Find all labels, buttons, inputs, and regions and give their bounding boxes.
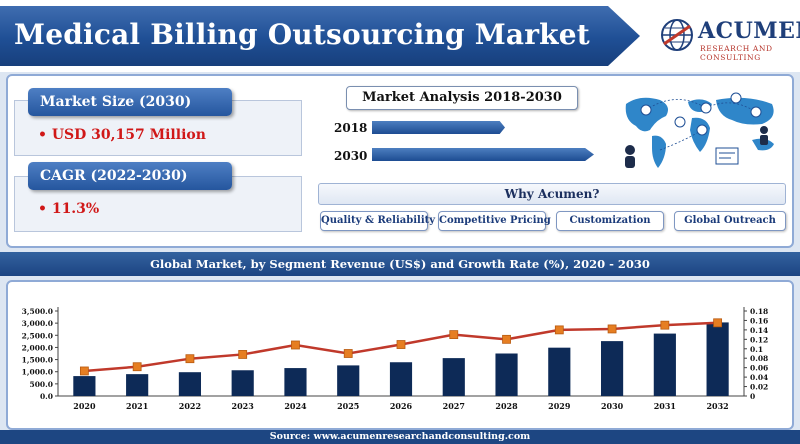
y-left-tick-label: 2,500.0 (22, 331, 53, 340)
growth-point-2028 (502, 334, 511, 344)
bar-2022 (178, 372, 202, 396)
year-2030-arrow (372, 148, 594, 161)
globe-logo-icon (661, 19, 693, 51)
y-left-tick-label: 0.0 (40, 392, 53, 401)
y-left-tick-label: 1,000.0 (22, 368, 53, 377)
growth-point-2025 (343, 349, 353, 358)
global-outreach-button[interactable]: Global Outreach (674, 211, 786, 231)
growth-point-2027 (449, 330, 459, 340)
year-2030-label: 2030 (334, 149, 368, 163)
growth-point-2020 (79, 366, 89, 376)
competitive-pricing-button[interactable]: Competitive Pricing (438, 211, 551, 231)
y-right-tick-label: 0.1 (750, 345, 763, 354)
quality-reliability-button[interactable]: Quality & Reliability (320, 211, 435, 231)
x-tick-label: 2024 (284, 401, 307, 411)
y-right-tick-label: 0.02 (750, 383, 768, 392)
market-size-label: Market Size (2030) (28, 88, 232, 116)
x-tick-label: 2032 (706, 401, 728, 411)
bar-2031 (653, 333, 676, 396)
bar-2025 (337, 365, 360, 396)
y-right-tick-label: 0.14 (750, 326, 768, 335)
title-banner (0, 6, 640, 66)
y-right-tick-label: 0.08 (750, 354, 768, 363)
y-right-tick-label: 0.16 (750, 316, 768, 325)
logo-wordmark: ACUMEN (698, 18, 800, 44)
x-tick-label: 2026 (390, 401, 413, 411)
bar-2027 (442, 358, 465, 396)
growth-point-2023 (238, 350, 248, 359)
x-tick-label: 2029 (548, 401, 571, 411)
growth-point-2026 (396, 340, 406, 349)
y-right-tick-label: 0 (750, 392, 755, 401)
year-2018-label: 2018 (334, 121, 368, 135)
y-right-tick-label: 0.06 (750, 364, 768, 373)
bar-2026 (389, 362, 413, 396)
page-title: Medical Billing Outsourcing Market (14, 18, 590, 51)
x-tick-label: 2027 (443, 401, 465, 411)
growth-point-2029 (554, 325, 564, 335)
market-analysis-title: Market Analysis 2018-2030 (346, 86, 578, 110)
x-tick-label: 2022 (179, 401, 201, 411)
growth-point-2024 (291, 340, 300, 350)
revenue-growth-chart: 0.0 500.0 1,000.0 1,500.0 2,000.0 2,500.0 3,00… (22, 307, 768, 411)
bar-2024 (284, 368, 307, 396)
y-left-tick-label: 3,500.0 (22, 307, 53, 316)
x-tick-label: 2020 (73, 401, 96, 411)
growth-point-2021 (132, 362, 142, 372)
growth-point-2030 (607, 324, 617, 334)
x-tick-label: 2030 (601, 401, 624, 411)
x-tick-label: 2023 (232, 401, 255, 411)
bar-2028 (495, 353, 518, 396)
year-2018-arrow (372, 121, 505, 134)
x-tick-label: 2031 (654, 401, 676, 411)
bar-2023 (231, 370, 254, 396)
why-acumen-bar: Why Acumen? (318, 183, 786, 205)
y-right-tick-label: 0.12 (750, 335, 768, 344)
chart-title: Global Market, by Segment Revenue (US$) … (0, 252, 800, 276)
y-left-tick-label: 1,500.0 (22, 356, 53, 365)
market-size-value: • USD 30,157 Million (38, 127, 206, 143)
bar-2032 (706, 322, 729, 396)
cagr-value: • 11.3% (38, 201, 100, 217)
x-tick-label: 2028 (495, 401, 518, 411)
y-right-tick-label: 0.04 (750, 373, 768, 382)
bar-2029 (548, 347, 571, 396)
bar-2030 (600, 341, 624, 396)
y-right-tick-label: 0.18 (750, 307, 768, 316)
logo-tagline: RESEARCH AND CONSULTING (700, 44, 773, 62)
cagr-label: CAGR (2022-2030) (28, 162, 232, 190)
x-tick-label: 2025 (337, 401, 359, 411)
world-map-illustration (625, 92, 774, 168)
y-left-tick-label: 3,000.0 (22, 319, 53, 328)
x-tick-label: 2021 (126, 401, 148, 411)
growth-point-2031 (660, 320, 670, 330)
bar-2021 (126, 374, 149, 396)
source-footer: Source: www.acumenresearchandconsulting.… (0, 430, 800, 444)
bar-2020 (73, 376, 96, 396)
growth-point-2032 (713, 318, 723, 328)
customization-button[interactable]: Customization (556, 211, 664, 231)
y-left-tick-label: 2,000.0 (22, 343, 53, 352)
y-left-tick-label: 500.0 (30, 380, 54, 389)
growth-point-2022 (185, 354, 195, 364)
